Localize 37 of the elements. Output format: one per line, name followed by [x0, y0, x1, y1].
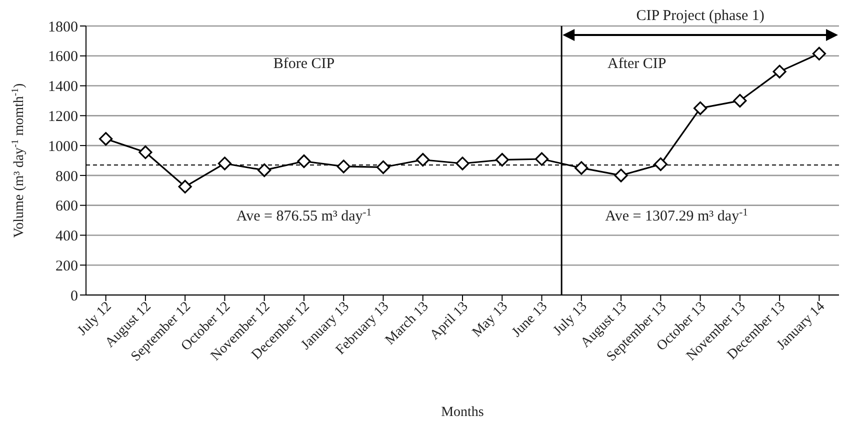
y-tick-label: 400 — [56, 228, 78, 245]
annotation: After CIP — [608, 56, 666, 72]
y-tick-label: 800 — [56, 168, 78, 185]
y-tick-label: 1800 — [48, 19, 78, 36]
point — [218, 156, 232, 170]
point — [178, 180, 192, 194]
point — [772, 64, 786, 78]
point — [534, 152, 549, 166]
y-tick-label: 1400 — [48, 79, 78, 96]
y-tick-label: 1200 — [48, 108, 78, 125]
point — [456, 156, 470, 170]
point — [336, 160, 350, 174]
annotation: Ave = 876.55 m³ day$^{-1}$ — [236, 206, 372, 224]
point — [495, 152, 509, 167]
x-axis-title: Months — [441, 405, 484, 420]
y-tick-label: 600 — [56, 198, 78, 215]
x-tick-label: June 13 — [509, 299, 551, 340]
point — [99, 132, 113, 146]
text: CIP Project (phase 1) — [636, 8, 764, 24]
point — [258, 163, 272, 178]
point — [614, 168, 628, 182]
point — [693, 101, 708, 115]
y-tick-label: 1000 — [48, 138, 78, 155]
point — [574, 161, 588, 175]
y-tick-label: 200 — [56, 258, 78, 274]
point — [416, 152, 430, 167]
y-tick-label: 0 — [70, 288, 78, 304]
point — [297, 154, 311, 168]
point — [376, 160, 390, 174]
annotation: Ave = 1307.29 m³ day$^{-1}$ — [605, 206, 748, 224]
x-tick-label: May 13 — [470, 299, 511, 340]
point — [138, 145, 152, 160]
point — [733, 94, 747, 108]
annotation: Bfore CIP — [273, 56, 335, 72]
y-tick-label: 1600 — [48, 49, 78, 66]
point — [654, 157, 668, 172]
point — [812, 46, 826, 60]
